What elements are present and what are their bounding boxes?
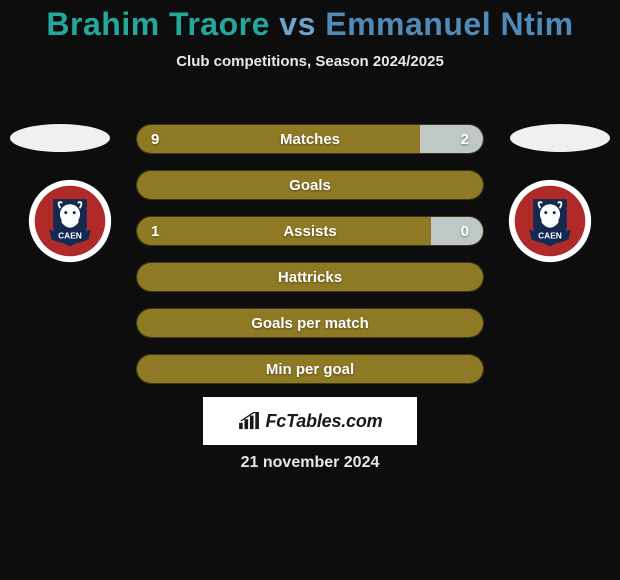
stat-label: Matches [137,125,483,153]
watermark: FcTables.com [203,397,417,445]
subtitle: Club competitions, Season 2024/2025 [0,53,620,70]
stat-label: Hattricks [137,263,483,291]
player1-club-crest: CAEN [28,179,112,263]
stat-row: Matches9 2 [136,124,484,154]
player2-club-crest: CAEN [508,179,592,263]
player1-badge-ellipse [10,124,110,152]
stat-row: Goals per match [136,308,484,338]
stat-value-right: 0 [447,217,483,245]
stats-container: Matches9 2 Goals Assists1 0 Hattricks Goals pe… [136,124,484,400]
date-text: 21 november 2024 [0,454,620,472]
stat-label: Goals per match [137,309,483,337]
stat-row: Goals [136,170,484,200]
watermark-chart-icon [238,412,260,430]
stat-row: Assists1 0 [136,216,484,246]
stat-row: Hattricks [136,262,484,292]
svg-text:CAEN: CAEN [538,231,562,241]
stat-value-right: 2 [447,125,483,153]
stat-label: Goals [137,171,483,199]
stat-row: Min per goal [136,354,484,384]
player2-name: Emmanuel Ntim [325,6,573,42]
page-title: Brahim Traore vs Emmanuel Ntim [0,0,620,43]
stat-value-left: 9 [137,125,173,153]
watermark-text: FcTables.com [266,411,383,432]
player1-name: Brahim Traore [46,6,269,42]
stat-value-left: 1 [137,217,173,245]
stat-label: Min per goal [137,355,483,383]
svg-text:CAEN: CAEN [58,231,82,241]
vs-text: vs [279,6,316,42]
player2-badge-ellipse [510,124,610,152]
stat-label: Assists [137,217,483,245]
